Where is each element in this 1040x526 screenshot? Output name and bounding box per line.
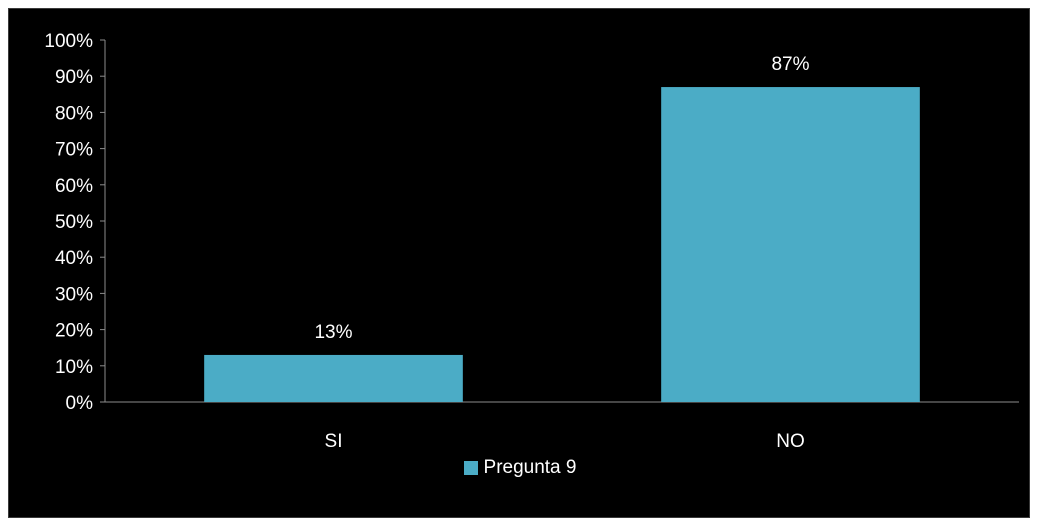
y-tick-label: 40%: [55, 248, 93, 269]
y-tick-label: 0%: [66, 393, 94, 414]
legend-label: Pregunta 9: [483, 457, 577, 478]
bar-no: [661, 87, 920, 402]
category-label: NO: [776, 431, 805, 452]
chart-area: 0% 10% 20% 30% 40% 50% 60% 70% 80% 90% 100% 13% SI 87…: [8, 8, 1030, 518]
y-tick-label: 90%: [55, 67, 93, 88]
y-tick-label: 70%: [55, 140, 93, 161]
bar-si: [204, 354, 463, 402]
legend: Pregunta 9: [9, 453, 1031, 483]
y-tick-label: 60%: [55, 176, 93, 197]
legend-swatch: [463, 461, 478, 475]
y-tick-label: 30%: [55, 284, 93, 305]
chart-plot: 0% 10% 20% 30% 40% 50% 60% 70% 80% 90% 100% 13% SI 87…: [44, 31, 1019, 452]
data-label: 13%: [314, 322, 352, 343]
y-tick-label: 100%: [44, 31, 93, 52]
category-label: SI: [325, 431, 343, 452]
data-label: 87%: [771, 54, 809, 75]
y-tick-label: 20%: [55, 321, 93, 342]
y-tick-label: 10%: [55, 357, 93, 378]
y-tick-label: 80%: [55, 103, 93, 124]
y-tick-label: 50%: [55, 212, 93, 233]
